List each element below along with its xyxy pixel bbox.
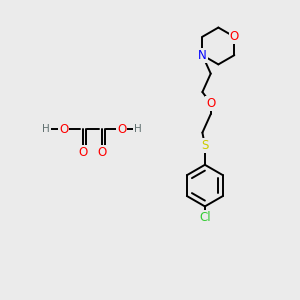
Text: O: O [230,30,239,43]
Text: N: N [198,49,207,62]
Text: Cl: Cl [199,211,211,224]
Text: O: O [206,97,215,110]
Text: H: H [42,124,50,134]
Text: S: S [201,139,208,152]
Text: O: O [59,123,68,136]
Text: O: O [98,146,107,159]
Text: O: O [79,146,88,159]
Text: O: O [117,123,126,136]
Text: H: H [134,124,142,134]
